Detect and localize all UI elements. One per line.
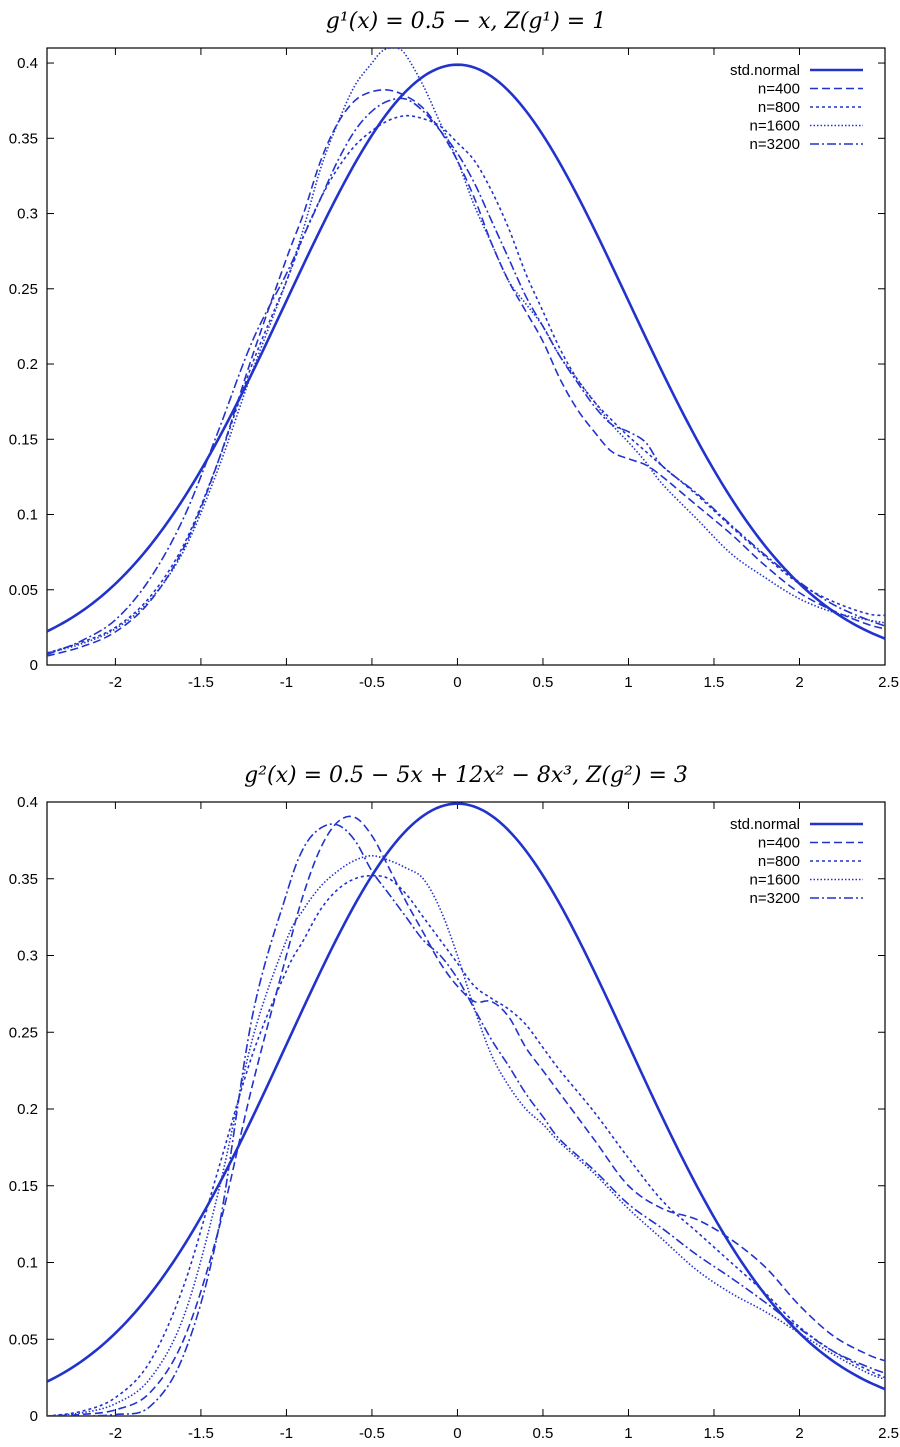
x-tick-label: -2 (109, 674, 122, 691)
y-tick-label: 0.4 (17, 794, 38, 811)
x-tick-label: -2 (109, 1425, 122, 1442)
legend-label: std.normal (730, 62, 800, 79)
series-line-n-800 (47, 114, 885, 654)
series-group (47, 48, 885, 657)
y-tick-label: 0.1 (17, 1255, 38, 1272)
chart-title: g¹(x) = 0.5 − x, Z(g¹) = 1 (326, 9, 606, 34)
legend-label: n=800 (758, 99, 800, 116)
y-tick-label: 0.4 (17, 55, 38, 72)
chart-panel-top: g¹(x) = 0.5 − x, Z(g¹) = 1 -2 -1.5 -1 -0.5 0 0… (9, 9, 899, 691)
legend-label: n=3200 (750, 136, 800, 153)
legend-label: n=800 (758, 853, 800, 870)
x-tick-label: -1 (280, 1425, 293, 1442)
x-tick-label: 1.5 (704, 1425, 725, 1442)
legend-label: n=1600 (750, 118, 800, 135)
y-tick-label: 0.2 (17, 356, 38, 373)
series-line-n-400 (47, 89, 885, 657)
legend-label: n=3200 (750, 890, 800, 907)
chart-panel-bottom: g²(x) = 0.5 − 5x + 12x² − 8x³, Z(g²) = 3… (9, 763, 899, 1442)
legend-label: n=1600 (750, 872, 800, 889)
x-tick-label: 2 (795, 674, 803, 691)
series-line-n-800 (47, 874, 885, 1416)
series-line-n-400 (47, 815, 885, 1416)
x-tick-label: 0 (453, 674, 461, 691)
x-tick-label: 1 (624, 1425, 632, 1442)
y-tick-label: 0.35 (9, 130, 38, 147)
plot-frame (46, 47, 886, 666)
x-tick-label: 1 (624, 674, 632, 691)
x-tick-label: 2.5 (878, 1425, 899, 1442)
y-tick-label: 0.3 (17, 948, 38, 965)
x-tick-label: 2.5 (878, 674, 899, 691)
series-group (47, 802, 885, 1416)
y-tick-label: 0.1 (17, 507, 38, 524)
series-line-std-normal (47, 802, 885, 1391)
x-tick-label: 1.5 (704, 674, 725, 691)
y-tick-label: 0.05 (9, 582, 38, 599)
y-tick-label: 0.25 (9, 281, 38, 298)
legend-label: n=400 (758, 81, 800, 98)
y-tick-label: 0 (30, 657, 38, 674)
x-tick-label: -1.5 (188, 1425, 214, 1442)
y-tick-label: 0.15 (9, 431, 38, 448)
series-line-std-normal (47, 63, 885, 640)
x-tick-label: -0.5 (359, 1425, 385, 1442)
legend-label: std.normal (730, 816, 800, 833)
series-line-n-3200 (47, 97, 885, 656)
x-tick-label: -0.5 (359, 674, 385, 691)
x-tick-label: 0.5 (533, 674, 554, 691)
y-tick-label: 0.05 (9, 1331, 38, 1348)
y-tick-label: 0.35 (9, 871, 38, 888)
x-tick-label: 0 (453, 1425, 461, 1442)
chart-title: g²(x) = 0.5 − 5x + 12x² − 8x³, Z(g²) = 3 (244, 763, 688, 788)
x-tick-label: 0.5 (533, 1425, 554, 1442)
y-tick-label: 0.15 (9, 1178, 38, 1195)
y-tick-label: 0.25 (9, 1024, 38, 1041)
series-line-n-1600 (47, 854, 885, 1416)
x-tick-label: -1 (280, 674, 293, 691)
x-tick-label: -1.5 (188, 674, 214, 691)
legend-label: n=400 (758, 835, 800, 852)
series-line-n-3200 (47, 823, 885, 1416)
y-tick-label: 0.3 (17, 206, 38, 223)
y-tick-label: 0 (30, 1408, 38, 1425)
y-tick-label: 0.2 (17, 1101, 38, 1118)
x-tick-label: 2 (795, 1425, 803, 1442)
